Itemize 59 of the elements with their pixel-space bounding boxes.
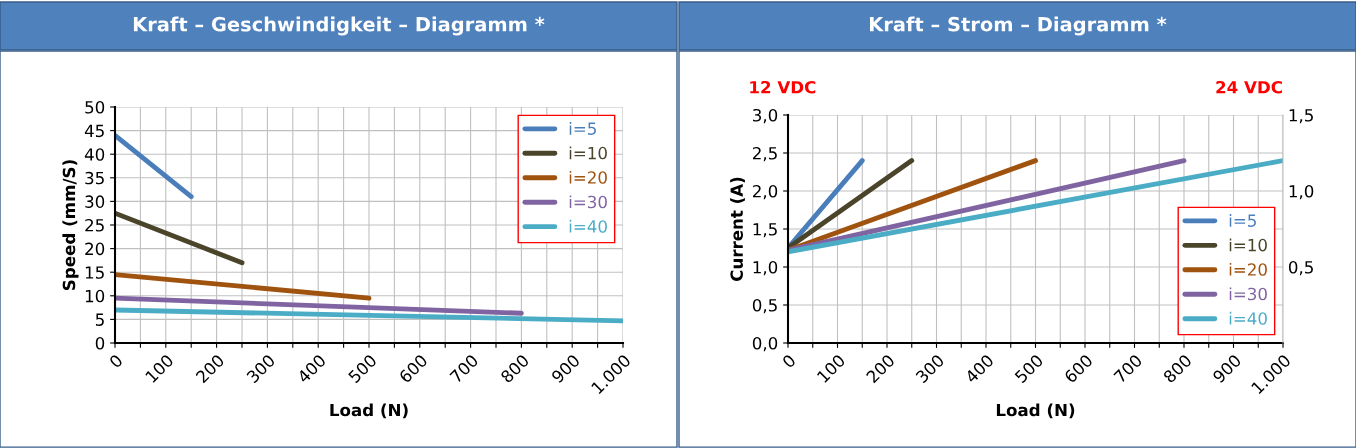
x-tick-label: 400 [964,353,995,384]
legend-label: i=30 [1229,287,1267,301]
x-axis-title: Load (N) [330,403,408,419]
x-tick-label: 900 [1211,353,1242,384]
y-tick-label: 2,5 [752,146,777,162]
legend-label: i=20 [569,170,607,184]
x-tick-label: 0 [108,353,124,369]
y2-tick-label: 1,0 [1289,184,1314,200]
legend-label: i=40 [569,219,607,233]
y-tick-label: 50 [85,100,105,114]
x-tick-label: 800 [499,353,530,384]
y-tick-label: 35 [85,171,104,185]
legend-label: i=5 [569,122,596,135]
y-tick-label: 40 [84,148,105,161]
y-tick-label: 20 [85,242,105,256]
y-tick-label: 10 [85,289,105,303]
legend-label: i=5 [1229,214,1256,227]
x-tick-label: 0 [781,353,797,369]
y-axis-title: Current (A) [730,177,745,281]
x-tick-label: 600 [1063,353,1094,384]
x-tick-label: 900 [550,353,581,384]
x-tick-label: 700 [449,353,479,384]
text: 12 VDC [750,80,816,94]
y-axis-title: Speed (mm/S) [62,160,79,290]
y-tick-label: 15 [85,266,104,279]
y-tick-label: 0 [95,336,105,350]
x-tick-label: 500 [347,353,378,384]
legend-label: i=40 [1229,311,1267,325]
x-tick-label: 100 [144,353,175,384]
y-tick-label: 25 [85,218,104,232]
y2-tick-label: 0,5 [1288,260,1313,276]
x-tick-label: 700 [1113,353,1143,384]
chart-title: Kraft – Strom – Diagramm * [870,16,1167,36]
chart-title: Kraft – Geschwindigkeit – Diagramm * [133,16,545,36]
y-tick-label: 30 [85,195,105,208]
x-tick-label: 500 [1014,353,1044,384]
y-tick-label: 0,0 [752,336,778,352]
y-tick-label: 1,0 [753,260,778,276]
y-tick-label: 1,5 [753,223,777,238]
x-tick-label: 600 [398,353,429,384]
legend-label: i=10 [1229,238,1267,252]
legend-label: i=20 [1229,262,1267,276]
text: 24 VDC [1216,80,1282,94]
y-tick-label: 2,0 [752,184,778,200]
legend-label: i=10 [569,146,607,160]
x-tick-label: 200 [865,353,896,384]
x-tick-label: 300 [246,353,276,384]
x-tick-label: 300 [915,353,945,384]
x-tick-label: 400 [296,353,327,384]
x-tick-label: 800 [1162,353,1193,384]
y-tick-label: 45 [84,124,104,138]
y-tick-label: 0,5 [752,298,777,314]
y-tick-label: 5 [95,313,104,326]
x-axis-title: Load (N) [996,403,1075,419]
x-tick-label: 100 [816,353,846,384]
legend-label: i=30 [569,195,607,209]
x-tick-label: 200 [195,353,225,384]
y2-tick-label: 1,5 [1289,109,1313,124]
y-tick-label: 3,0 [753,108,778,124]
